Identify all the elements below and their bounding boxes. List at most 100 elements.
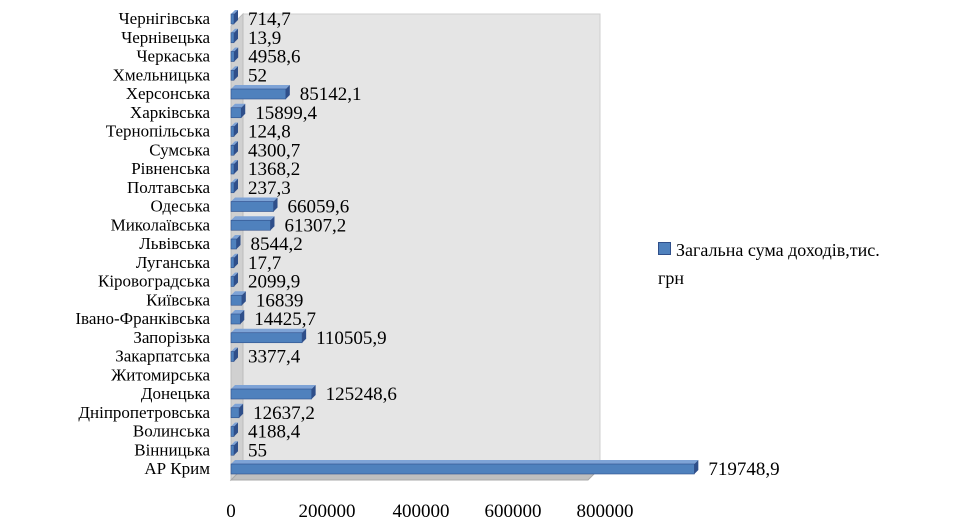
bar — [230, 403, 244, 419]
bar — [230, 122, 238, 137]
category-label: Херсонська — [126, 84, 211, 103]
bar-top — [231, 122, 238, 127]
bar-top — [231, 460, 699, 464]
bar-side — [285, 85, 290, 99]
bar-top — [231, 310, 245, 314]
category-label: Рівненська — [131, 159, 210, 178]
bar-top — [231, 216, 275, 221]
bar — [230, 347, 238, 362]
category-label: Дніпропетровська — [78, 403, 210, 422]
bar-front — [230, 163, 235, 175]
bar-top — [231, 385, 316, 389]
bar-side — [311, 385, 316, 399]
value-label: 66059,6 — [288, 197, 350, 218]
bar-top — [231, 141, 238, 146]
bar-front — [230, 313, 241, 325]
bar-side — [241, 291, 246, 306]
category-label: АР Крим — [144, 459, 210, 478]
value-label: 714,7 — [248, 9, 291, 30]
bar — [230, 235, 241, 250]
bar-front — [230, 126, 235, 137]
bar-top — [231, 66, 238, 71]
bar-front — [230, 407, 240, 419]
category-label: Донецька — [141, 384, 211, 403]
bar — [230, 47, 239, 62]
bar-side — [234, 160, 238, 174]
bar — [230, 385, 316, 400]
bar-side — [240, 310, 245, 324]
bar-front — [230, 351, 235, 362]
value-label: 16839 — [256, 290, 303, 311]
bar-side — [234, 28, 238, 43]
value-label: 124,8 — [248, 122, 291, 143]
value-label: 3377,4 — [248, 347, 301, 368]
bar-top — [231, 47, 239, 52]
bar — [230, 66, 238, 81]
category-label: Одеська — [150, 197, 210, 216]
category-label: Полтавська — [127, 178, 210, 197]
bar-top — [231, 28, 238, 33]
bar-side — [239, 403, 244, 418]
value-label: 14425,7 — [254, 309, 316, 330]
category-label: Кіровоградська — [98, 272, 210, 291]
bar-front — [230, 69, 235, 81]
bar-side — [234, 272, 238, 287]
value-label: 12637,2 — [253, 403, 315, 424]
category-label: Чернівецька — [121, 28, 210, 47]
bar — [230, 197, 278, 212]
bar — [230, 441, 238, 456]
bar-top — [231, 272, 238, 277]
bar-top — [231, 178, 238, 183]
bar-front — [230, 201, 274, 212]
bar — [230, 85, 290, 100]
value-label: 237,3 — [248, 178, 291, 199]
bar-front — [230, 257, 235, 269]
bar-front — [230, 32, 235, 44]
bar-front — [230, 144, 235, 156]
category-label: Сумська — [149, 140, 210, 159]
bar — [230, 272, 238, 287]
bar — [230, 10, 238, 25]
category-label: Львівська — [139, 234, 210, 253]
bar-front — [230, 426, 235, 437]
x-tick-label: 600000 — [485, 501, 542, 521]
value-label: 110505,9 — [316, 328, 387, 349]
bar-side — [302, 328, 307, 343]
value-label: 13,9 — [248, 28, 281, 49]
value-label: 8544,2 — [251, 234, 303, 255]
value-label: 719748,9 — [708, 459, 779, 480]
bar-side — [234, 422, 238, 437]
value-label: 4958,6 — [248, 47, 300, 68]
bar-top — [231, 160, 238, 164]
bar-side — [234, 347, 238, 362]
bar-side — [234, 441, 238, 456]
bar-front — [230, 219, 271, 231]
bar — [230, 460, 699, 475]
category-label: Черкаська — [137, 47, 211, 66]
bar-front — [230, 107, 242, 119]
bar — [230, 253, 238, 269]
bar-front — [230, 276, 235, 287]
value-label: 55 — [248, 440, 267, 461]
x-tick-label: 400000 — [393, 501, 450, 521]
legend-line-2: грн — [658, 268, 685, 288]
bar-top — [231, 403, 244, 408]
bar-side — [241, 103, 246, 118]
bar-side — [236, 235, 241, 249]
category-label: Київська — [146, 290, 210, 309]
value-label: 2099,9 — [248, 272, 300, 293]
bar — [230, 216, 275, 231]
legend-line-1: Загальна сума доходів,тис. — [676, 240, 880, 260]
bar — [230, 310, 245, 325]
value-label: 4188,4 — [248, 422, 301, 443]
bar — [230, 103, 246, 119]
bar-front — [230, 51, 235, 62]
bar-top — [231, 347, 238, 352]
bar-top — [231, 103, 246, 108]
category-label: Тернопільська — [106, 122, 211, 141]
bar-top — [231, 441, 238, 446]
x-tick-label: 200000 — [299, 501, 356, 521]
bar-side — [234, 141, 238, 156]
value-label: 17,7 — [248, 253, 281, 274]
